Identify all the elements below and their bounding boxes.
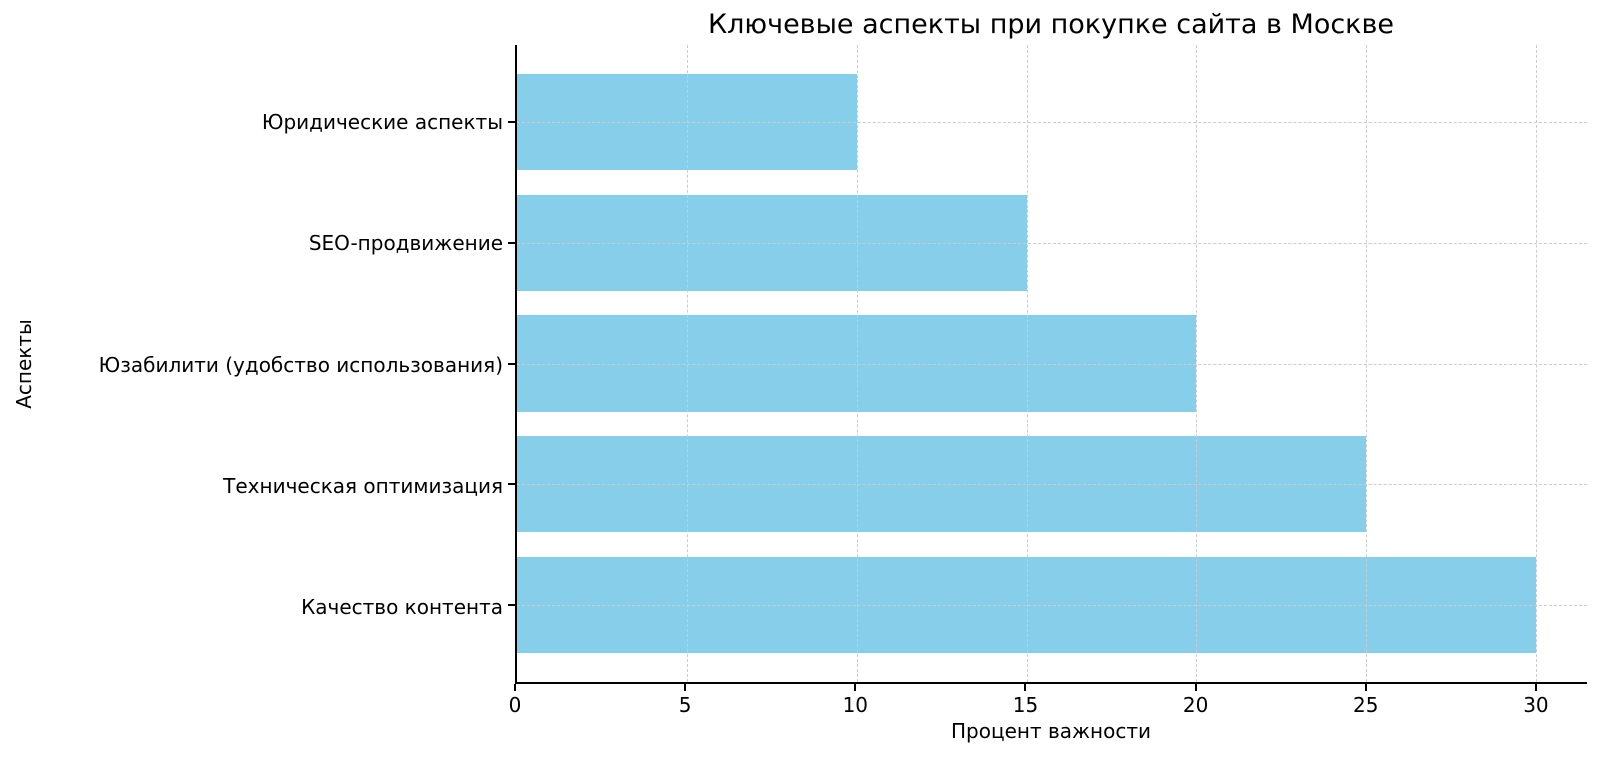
- x-tick-mark: [514, 684, 516, 691]
- horizontal-gridline: [517, 364, 1587, 365]
- x-tick-label: 30: [1523, 693, 1548, 717]
- y-tick-mark: [508, 363, 515, 365]
- x-tick-mark: [1365, 684, 1367, 691]
- y-tick-label: SEO-продвижение: [309, 231, 503, 255]
- x-axis-ticks: 051015202530: [515, 684, 1587, 720]
- x-tick-label: 10: [843, 693, 868, 717]
- x-tick-mark: [1195, 684, 1197, 691]
- x-tick-mark: [684, 684, 686, 691]
- gridlines-layer: [517, 45, 1587, 682]
- y-tick-label: Юзабилити (удобство использования): [99, 353, 503, 377]
- horizontal-gridline: [517, 243, 1587, 244]
- bar-chart-figure: Ключевые аспекты при покупке сайта в Мос…: [0, 0, 1600, 760]
- horizontal-gridline: [517, 605, 1587, 606]
- x-tick-label: 25: [1353, 693, 1378, 717]
- x-tick-label: 20: [1183, 693, 1208, 717]
- y-tick-mark: [508, 604, 515, 606]
- x-tick-mark: [854, 684, 856, 691]
- chart-title: Ключевые аспекты при покупке сайта в Мос…: [515, 8, 1587, 42]
- horizontal-gridline: [517, 484, 1587, 485]
- y-tick-mark: [508, 483, 515, 485]
- x-axis-title: Процент важности: [515, 719, 1587, 743]
- y-axis-tick-labels: Юридические аспекты SEO-продвижение Юзабил…: [0, 45, 503, 684]
- x-tick-label: 0: [509, 693, 522, 717]
- y-tick-mark: [508, 242, 515, 244]
- y-tick-label: Юридические аспекты: [262, 110, 503, 134]
- x-tick-label: 15: [1013, 693, 1038, 717]
- x-tick-mark: [1535, 684, 1537, 691]
- x-tick-mark: [1024, 684, 1026, 691]
- y-tick-mark: [508, 121, 515, 123]
- y-tick-label: Качество контента: [301, 595, 503, 619]
- y-tick-label: Техническая оптимизация: [223, 474, 503, 498]
- x-tick-label: 5: [679, 693, 692, 717]
- plot-area: [515, 45, 1587, 684]
- horizontal-gridline: [517, 122, 1587, 123]
